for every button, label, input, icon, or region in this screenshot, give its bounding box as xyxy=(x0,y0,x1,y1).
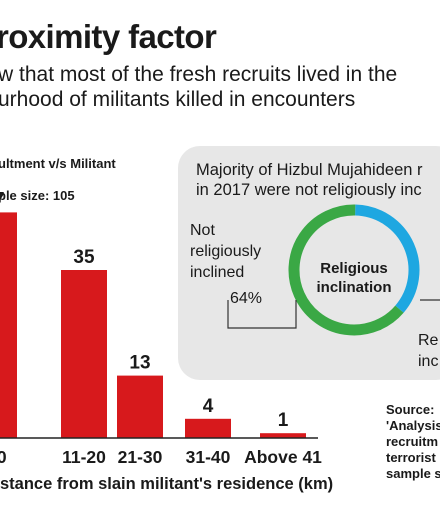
bar-2 xyxy=(117,375,163,438)
donut-center-label: Religious inclination xyxy=(316,260,392,296)
bar-category-label-3: 31-40 xyxy=(186,447,231,467)
bar-3 xyxy=(185,418,231,438)
bar-chart-label-line-2: ple size: 105 xyxy=(0,188,75,203)
bar-category-label-0: -10 xyxy=(0,447,7,467)
panel-title: Majority of Hizbul Mujahideen r in 2017 … xyxy=(196,161,423,199)
page-title: roximity factor xyxy=(0,18,217,55)
donut-slice-0 xyxy=(288,204,404,336)
bar-0 xyxy=(0,212,17,438)
bar-value-label-4: 1 xyxy=(278,410,289,431)
bar-category-label-4: Above 41 xyxy=(244,447,322,467)
bar-1 xyxy=(61,270,107,438)
religious-label: Re inc xyxy=(418,332,439,370)
donut-slice-1 xyxy=(354,204,420,313)
bar-4 xyxy=(260,433,306,438)
bar-value-label-3: 4 xyxy=(203,396,214,417)
bar-value-label-1: 35 xyxy=(73,247,95,268)
bar-chart-label: ultment v/s Militant ple size: 105 xyxy=(0,140,116,204)
source-note: Source: 'Analysis recruitm terrorist sam… xyxy=(386,402,440,481)
bar-value-label-2: 13 xyxy=(129,353,150,374)
religious-inclination-panel xyxy=(178,146,440,380)
bar-category-label-1: 11-20 xyxy=(62,447,106,467)
bar-chart-label-line-1: ultment v/s Militant xyxy=(0,156,116,171)
bar-value-label-0: 47 xyxy=(0,189,5,210)
bar-chart-x-axis-label: stance from slain militant's residence (… xyxy=(0,475,334,493)
bar-category-label-2: 21-30 xyxy=(118,447,163,467)
page-subtitle: w that most of the fresh recruits lived … xyxy=(0,63,398,111)
not-religious-label: Not religiously inclined xyxy=(190,222,262,281)
not-religious-percent: 64% xyxy=(230,290,263,307)
not-religious-leader-line xyxy=(227,300,297,329)
